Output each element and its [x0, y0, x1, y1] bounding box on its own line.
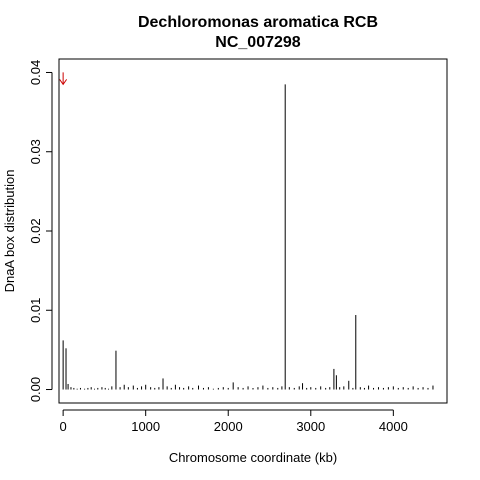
x-tick-label: 2000 [214, 419, 243, 434]
y-tick-label: 0.04 [28, 60, 43, 85]
origin-arrow-icon [59, 72, 68, 86]
x-tick-label: 4000 [379, 419, 408, 434]
chart-subtitle: NC_007298 [215, 34, 301, 51]
bar-series [62, 84, 434, 390]
x-axis: 0 1000 2000 3000 4000 [60, 409, 408, 434]
y-tick-label: 0.03 [28, 139, 43, 164]
x-tick-label: 3000 [296, 419, 325, 434]
y-tick-label: 0.00 [28, 377, 43, 402]
x-axis-label: Chromosome coordinate (kb) [169, 450, 337, 465]
y-axis: 0.00 0.01 0.02 0.03 0.04 [28, 60, 53, 402]
x-tick-label: 0 [60, 419, 67, 434]
y-tick-label: 0.01 [28, 298, 43, 323]
chart-title: Dechloromonas aromatica RCB [138, 14, 378, 31]
x-tick-label: 1000 [131, 419, 160, 434]
plot-frame [58, 58, 448, 404]
y-axis-label: DnaA box distribution [2, 170, 17, 293]
y-tick-label: 0.02 [28, 218, 43, 243]
